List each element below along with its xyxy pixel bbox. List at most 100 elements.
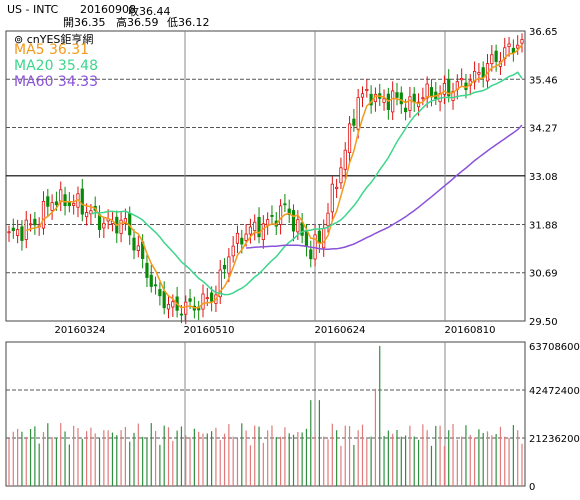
candle-body	[507, 43, 511, 48]
candle-body	[356, 97, 360, 130]
candle-body	[179, 313, 184, 316]
candle-body	[171, 301, 175, 308]
candle-body	[46, 196, 50, 207]
candle-body	[54, 201, 59, 206]
candle-body	[162, 290, 166, 309]
candle-body	[136, 245, 140, 251]
candle-body	[399, 92, 403, 105]
candle-body	[296, 219, 300, 233]
header-open: 開36.35	[63, 16, 106, 29]
candle-body	[235, 232, 240, 244]
candle-body	[222, 264, 227, 270]
candle-body	[481, 67, 485, 78]
candle-body	[326, 212, 330, 227]
volume-y-tick: 42472400	[529, 386, 580, 397]
candle-body	[490, 54, 494, 65]
candle-body	[67, 201, 71, 207]
candle-body	[253, 221, 257, 232]
candle-body	[153, 284, 158, 287]
legend-ma20: MA20 35.48	[14, 58, 98, 74]
candle-body	[248, 226, 253, 235]
ma5-line	[25, 44, 523, 309]
candle-body	[391, 90, 395, 113]
candle-body	[283, 203, 287, 206]
candle-body	[291, 210, 296, 232]
candle-body	[145, 262, 149, 278]
candle-body	[132, 237, 136, 251]
candle-body	[421, 97, 425, 100]
candle-body	[520, 39, 524, 44]
volume-y-tick: 63708600	[529, 342, 580, 353]
candle-body	[477, 72, 481, 75]
candle-body	[201, 293, 205, 310]
candle-body	[123, 218, 127, 224]
candle-body	[218, 269, 222, 298]
candle-body	[451, 91, 455, 101]
candle-body	[447, 78, 451, 97]
candle-body	[205, 297, 209, 300]
candle-body	[59, 189, 63, 203]
price-y-tick: 31.88	[529, 220, 558, 231]
candle-body	[442, 82, 447, 95]
candle-body	[244, 233, 248, 241]
candle-body	[11, 227, 15, 232]
legend-ma60: MA60 34.33	[14, 74, 98, 90]
candle-body	[97, 214, 102, 230]
candle-body	[343, 149, 347, 170]
volume-y-tick: 0	[529, 482, 535, 493]
candle-body	[412, 93, 416, 103]
candle-body	[425, 83, 429, 99]
price-y-tick: 30.69	[529, 269, 558, 280]
candle-body	[270, 214, 274, 217]
candle-body	[309, 249, 313, 260]
candle-body	[335, 186, 339, 189]
candle-body	[287, 208, 291, 216]
candle-body	[408, 96, 412, 111]
candle-body	[266, 219, 270, 226]
candle-body	[304, 230, 309, 247]
candle-body	[460, 78, 464, 81]
header-high: 高36.59	[116, 16, 159, 29]
candle-body	[227, 256, 231, 274]
price-y-tick: 35.46	[529, 75, 558, 86]
candle-body	[7, 231, 11, 234]
candle-body	[188, 298, 192, 302]
candle-body	[149, 274, 153, 287]
candle-body	[231, 245, 235, 257]
candle-body	[339, 167, 343, 184]
candle-body	[72, 202, 76, 206]
brand-logo: ⊚ cnYES鉅亨網	[14, 33, 94, 46]
legend-ma5: MA5 36.31	[14, 42, 90, 58]
candle-body	[158, 289, 162, 297]
candle-body	[347, 123, 352, 154]
candle-body	[416, 101, 421, 108]
candle-body	[404, 107, 408, 113]
candle-body	[429, 87, 434, 98]
volume-panel	[5, 341, 526, 487]
candle-body	[395, 92, 399, 98]
x-tick-label: 20160510	[184, 325, 235, 336]
candle-body	[300, 222, 304, 236]
candle-body	[330, 183, 334, 213]
candle-body	[80, 188, 84, 215]
candle-body	[317, 230, 321, 244]
candle-body	[472, 70, 477, 83]
candle-body	[33, 218, 37, 226]
candle-body	[41, 200, 46, 229]
volume-y-tick: 21236200	[529, 434, 580, 445]
candle-body	[166, 304, 171, 310]
candle-body	[16, 229, 20, 236]
price-y-tick: 36.65	[529, 27, 558, 38]
candle-body	[365, 88, 369, 91]
candle-body	[494, 50, 498, 62]
ma60-line	[246, 124, 523, 250]
x-tick-label: 20160810	[445, 325, 496, 336]
x-tick-label: 20160324	[55, 325, 106, 336]
header-date: 20160908	[80, 3, 136, 16]
candle-body	[50, 202, 54, 211]
x-tick-label: 20160624	[315, 325, 366, 336]
price-y-tick: 29.50	[529, 317, 558, 328]
candle-body	[352, 118, 356, 126]
candle-body	[84, 212, 89, 218]
